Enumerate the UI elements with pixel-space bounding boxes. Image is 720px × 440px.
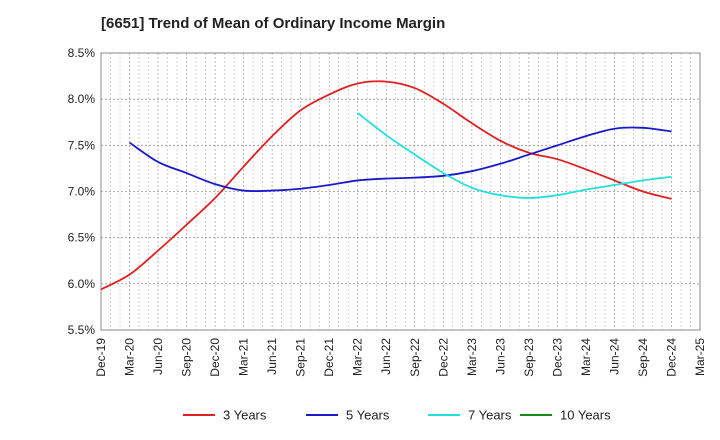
series-line-3-years: [100, 80, 672, 291]
x-tick-label: Mar-25: [693, 338, 707, 376]
x-tick-label: Sep-23: [522, 338, 536, 377]
y-tick-label: 5.5%: [68, 323, 96, 337]
legend-label-10-years: 10 Years: [560, 408, 611, 423]
legend-label-5-years: 5 Years: [346, 408, 390, 423]
x-tick-label: Dec-20: [208, 338, 222, 377]
legend-label-3-years: 3 Years: [223, 408, 267, 423]
x-tick-label: Dec-19: [94, 338, 108, 377]
y-tick-label: 7.5%: [68, 138, 96, 152]
series-line-5-years: [129, 126, 672, 193]
x-tick-label: Dec-24: [664, 338, 678, 377]
y-tick-label: 6.0%: [68, 277, 96, 291]
x-tick-label: Jun-24: [607, 338, 621, 375]
x-tick-label: Dec-21: [322, 338, 336, 377]
x-tick-label: Mar-22: [351, 338, 365, 376]
x-tick-label: Sep-20: [180, 338, 194, 377]
legend: 3 Years 5 Years 7 Years 10 Years: [183, 408, 611, 423]
x-tick-label: Mar-20: [123, 338, 137, 376]
x-tick-label: Mar-24: [579, 338, 593, 376]
x-tick-label: Jun-21: [265, 338, 279, 375]
series-line-7-years: [357, 112, 672, 199]
plot-area: [101, 53, 700, 330]
x-tick-label: Jun-23: [493, 338, 507, 375]
x-tick-label: Jun-20: [151, 338, 165, 375]
legend-label-7-years: 7 Years: [468, 408, 512, 423]
x-tick-label: Jun-22: [379, 338, 393, 375]
x-tick-label: Sep-21: [294, 338, 308, 377]
x-tick-label: Dec-23: [550, 338, 564, 377]
y-tick-label: 8.5%: [68, 46, 96, 60]
y-tick-label: 6.5%: [68, 231, 96, 245]
x-tick-label: Sep-22: [408, 338, 422, 377]
x-tick-label: Dec-22: [436, 338, 450, 377]
y-tick-label: 7.0%: [68, 185, 96, 199]
plot-border: [100, 52, 701, 331]
y-tick-label: 8.0%: [68, 92, 96, 106]
x-tick-label: Mar-23: [465, 338, 479, 376]
chart-title: [6651] Trend of Mean of Ordinary Income …: [101, 15, 446, 32]
x-tick-label: Mar-21: [237, 338, 251, 376]
x-tick-label: Sep-24: [636, 338, 650, 377]
